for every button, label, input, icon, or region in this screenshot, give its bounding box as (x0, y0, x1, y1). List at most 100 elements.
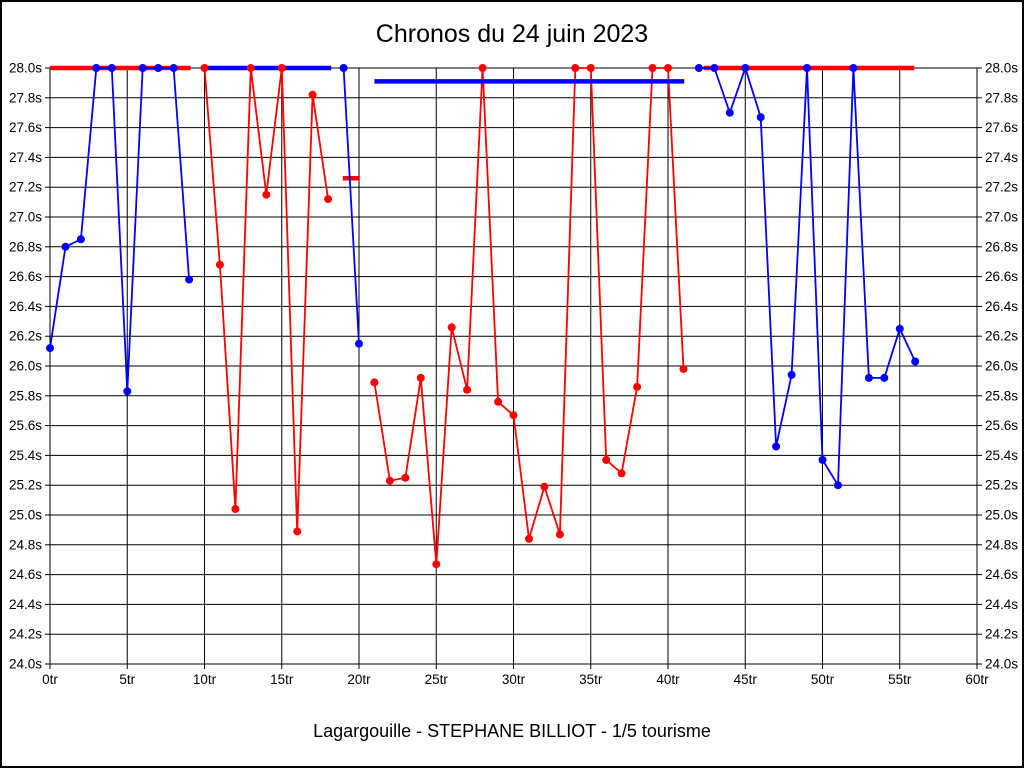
series-red-driver-marker (478, 64, 487, 72)
y-tick-label-right: 24.6s (985, 567, 1018, 582)
series-blue-driver-marker (339, 64, 348, 72)
series-blue-driver-marker (787, 370, 796, 379)
series-red-driver-marker (447, 323, 456, 332)
chart-title: Chronos du 24 juin 2023 (375, 20, 649, 48)
y-tick-label-right: 26.4s (985, 299, 1018, 314)
series-red-driver-marker (416, 373, 425, 382)
x-tick-label: 10tr (193, 672, 217, 687)
y-tick-label-right: 26.6s (985, 269, 1018, 284)
y-tick-label-left: 27.8s (9, 90, 42, 105)
series-red-driver-marker (215, 260, 224, 269)
x-tick-label: 20tr (347, 672, 371, 687)
y-tick-label-left: 25.6s (9, 418, 42, 433)
y-tick-label-right: 24.8s (985, 537, 1018, 552)
series-red-driver-marker (617, 469, 626, 478)
y-tick-label-right: 25.4s (985, 448, 1018, 463)
series-red-driver-marker (586, 64, 595, 72)
y-tick-label-right: 25.6s (985, 418, 1018, 433)
series-red-driver-marker (509, 411, 518, 420)
series-red-driver-marker (432, 560, 441, 569)
series-red-driver-marker (324, 195, 333, 204)
series-blue-driver-marker (725, 108, 734, 117)
series-red-driver-marker (401, 473, 410, 482)
y-tick-label-left: 25.2s (9, 478, 42, 493)
y-tick-label-left: 24.6s (9, 567, 42, 582)
y-tick-label-left: 24.4s (9, 597, 42, 612)
x-tick-label: 50tr (811, 672, 835, 687)
series-red-driver-marker (308, 90, 317, 99)
series-red-driver-marker (200, 64, 209, 72)
x-tick-label: 45tr (734, 672, 758, 687)
series-red-driver-marker (540, 482, 549, 491)
y-tick-label-left: 27.4s (9, 150, 42, 165)
series-blue-driver-marker (864, 373, 873, 382)
series-blue-driver-marker (803, 64, 811, 72)
y-tick-label-right: 26.0s (985, 359, 1018, 374)
series-blue-driver-marker (694, 64, 703, 72)
series-blue-driver-marker (46, 344, 54, 353)
x-tick-label: 5tr (119, 672, 135, 687)
x-tick-label: 0tr (42, 672, 58, 687)
series-red-driver-marker (648, 64, 657, 72)
y-tick-label-left: 26.4s (9, 299, 42, 314)
y-tick-label-left: 24.0s (9, 657, 42, 672)
series-blue-driver-marker (741, 64, 750, 72)
y-tick-label-left: 25.4s (9, 448, 42, 463)
series-blue-driver-line (49, 67, 190, 393)
y-tick-label-left: 24.2s (9, 627, 42, 642)
y-tick-label-left: 25.0s (9, 508, 42, 523)
series-red-driver-marker (370, 378, 379, 387)
y-tick-label-left: 25.8s (9, 388, 42, 403)
series-blue-driver-line (342, 67, 360, 344)
series-red-driver-marker (277, 64, 286, 72)
series-blue-driver-marker (849, 64, 858, 72)
x-tick-label: 60tr (965, 672, 989, 687)
series-blue-driver-marker (169, 64, 178, 72)
series-blue-driver-marker (61, 242, 70, 251)
x-tick-label: 30tr (502, 672, 526, 687)
series-red-driver-marker (463, 385, 472, 394)
series-blue-driver-marker (76, 235, 85, 244)
series-red-driver-marker (633, 382, 642, 391)
y-tick-label-left: 28.0s (9, 61, 42, 76)
x-tick-label: 55tr (888, 672, 912, 687)
y-tick-label-left: 24.8s (9, 537, 42, 552)
y-tick-label-left: 27.2s (9, 180, 42, 195)
series-blue-driver-marker (895, 324, 904, 333)
x-tick-label: 25tr (425, 672, 449, 687)
series-blue-driver-marker (756, 113, 765, 122)
y-tick-label-left: 26.8s (9, 239, 42, 254)
y-tick-label-right: 27.8s (985, 90, 1018, 105)
series-blue-driver-marker (185, 275, 194, 284)
y-tick-label-left: 27.0s (9, 210, 42, 225)
series-red-driver-marker (293, 527, 302, 536)
series-red-driver-line (373, 67, 685, 566)
series-blue-driver-marker (772, 442, 781, 451)
series-red-driver-marker (246, 64, 255, 72)
y-tick-label-right: 25.0s (985, 508, 1018, 523)
series-red-driver-marker (679, 365, 688, 373)
y-tick-label-right: 27.2s (985, 180, 1018, 195)
series-red-driver-marker (525, 534, 533, 543)
series-blue-driver-marker (818, 455, 827, 464)
y-tick-label-right: 27.0s (985, 210, 1018, 225)
series-blue-driver-marker (710, 64, 719, 72)
series-red-driver-marker (664, 64, 672, 72)
x-tick-label: 40tr (656, 672, 680, 687)
y-tick-label-right: 24.0s (985, 657, 1018, 672)
series-blue-driver-marker (138, 64, 147, 72)
series-blue-driver-marker (154, 64, 163, 72)
series-blue-driver-marker (107, 64, 116, 72)
y-tick-label-right: 27.6s (985, 120, 1018, 135)
y-tick-label-left: 26.6s (9, 269, 42, 284)
series-red-driver-marker (262, 190, 271, 199)
x-tick-label: 35tr (579, 672, 603, 687)
chart-caption: Lagargouille - STEPHANE BILLIOT - 1/5 to… (313, 721, 711, 741)
series-red-driver-marker (385, 476, 394, 485)
series-blue-driver-marker (880, 373, 889, 382)
plot-frame (49, 67, 978, 665)
series-blue-driver-marker (92, 64, 101, 72)
y-tick-label-left: 26.0s (9, 359, 42, 374)
y-tick-label-left: 26.2s (9, 329, 42, 344)
